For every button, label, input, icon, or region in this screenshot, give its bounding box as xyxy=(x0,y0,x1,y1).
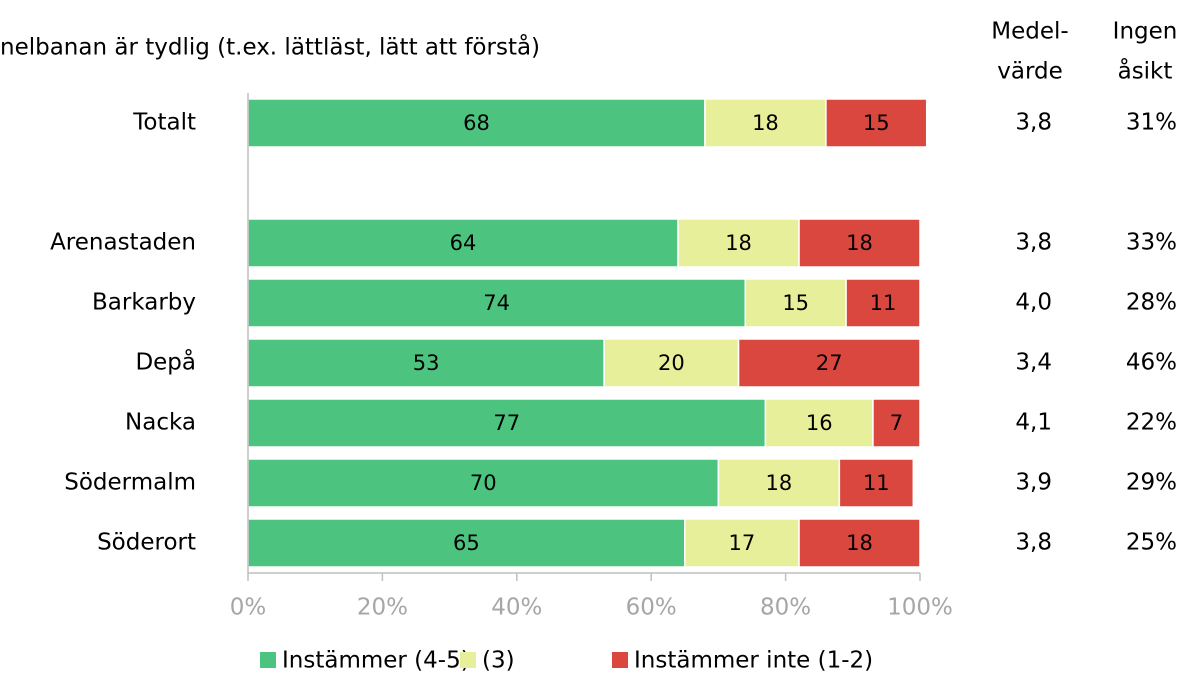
column-value: 29% xyxy=(1126,470,1177,496)
data-label: 18 xyxy=(725,231,752,255)
column-value: 46% xyxy=(1126,350,1177,376)
column-value: 3,4 xyxy=(1015,350,1052,376)
y-tick-label: Nacka xyxy=(125,410,196,436)
data-label: 18 xyxy=(752,111,779,135)
y-tick-label: Arenastaden xyxy=(50,230,196,256)
bar-segment xyxy=(704,98,827,148)
bar-segment xyxy=(744,278,847,328)
column-value: 31% xyxy=(1126,110,1177,136)
legend-label: Instämmer inte (1-2) xyxy=(634,648,873,674)
data-label: 77 xyxy=(493,411,520,435)
data-label: 11 xyxy=(870,291,897,315)
column-value: 22% xyxy=(1126,410,1177,436)
y-tick-label: Södermalm xyxy=(64,470,196,496)
bar-segment xyxy=(737,338,921,388)
x-tick-label: 40% xyxy=(491,595,542,621)
x-tick-label: 80% xyxy=(760,595,811,621)
bar-segment xyxy=(247,518,686,568)
data-label: 17 xyxy=(729,531,756,555)
column-value: 4,1 xyxy=(1015,410,1052,436)
bar-segment xyxy=(247,98,706,148)
legend-label: Instämmer (4-5) xyxy=(282,648,470,674)
column-value: 25% xyxy=(1126,530,1177,556)
legend-swatch xyxy=(260,652,276,668)
bar-segment xyxy=(684,518,800,568)
data-label: 16 xyxy=(806,411,833,435)
legend-swatch xyxy=(612,652,628,668)
column-value: 3,8 xyxy=(1015,230,1052,256)
data-label: 7 xyxy=(890,411,903,435)
column-header: Medel- xyxy=(991,19,1068,45)
bar-segment xyxy=(717,458,841,508)
bar-segment xyxy=(798,518,921,568)
column-header: Ingen xyxy=(1113,19,1178,45)
data-label: 18 xyxy=(846,531,873,555)
column-value: 28% xyxy=(1126,290,1177,316)
column-value: 4,0 xyxy=(1015,290,1052,316)
y-tick-label: Barkarby xyxy=(92,290,196,316)
data-label: 74 xyxy=(483,291,510,315)
bar-segment xyxy=(838,458,915,508)
bar-segment xyxy=(247,398,767,448)
data-label: 27 xyxy=(816,351,843,375)
data-label: 20 xyxy=(658,351,685,375)
legend-label: (3) xyxy=(482,648,515,674)
chart-title: nelbanan är tydlig (t.ex. lättläst, lätt… xyxy=(0,33,540,61)
bar-segment xyxy=(845,278,921,328)
y-tick-label: Depå xyxy=(135,348,196,376)
column-value: 3,8 xyxy=(1015,530,1052,556)
x-tick-label: 60% xyxy=(626,595,677,621)
x-tick-label: 100% xyxy=(887,595,953,621)
bar-segment xyxy=(764,398,874,448)
x-tick-label: 20% xyxy=(357,595,408,621)
column-value: 3,9 xyxy=(1015,470,1052,496)
data-label: 18 xyxy=(846,231,873,255)
y-tick-label: Totalt xyxy=(132,110,196,136)
bar-segment xyxy=(825,98,928,148)
bar-segment xyxy=(247,338,605,388)
data-label: 15 xyxy=(782,291,809,315)
data-label: 65 xyxy=(453,531,480,555)
column-value: 33% xyxy=(1126,230,1177,256)
data-label: 15 xyxy=(863,111,890,135)
column-header: åsikt xyxy=(1118,57,1173,85)
data-label: 68 xyxy=(463,111,490,135)
data-label: 70 xyxy=(470,471,497,495)
bar-segment xyxy=(677,218,800,268)
y-tick-label: Söderort xyxy=(97,530,196,556)
x-tick-label: 0% xyxy=(230,595,267,621)
bar-segment xyxy=(872,398,921,448)
data-label: 18 xyxy=(766,471,793,495)
column-header: värde xyxy=(997,59,1063,85)
legend-swatch xyxy=(460,652,476,668)
data-label: 53 xyxy=(413,351,440,375)
bar-segment xyxy=(798,218,921,268)
data-label: 11 xyxy=(863,471,890,495)
bar-segment xyxy=(247,278,747,328)
column-value: 3,8 xyxy=(1015,110,1052,136)
data-label: 64 xyxy=(450,231,477,255)
